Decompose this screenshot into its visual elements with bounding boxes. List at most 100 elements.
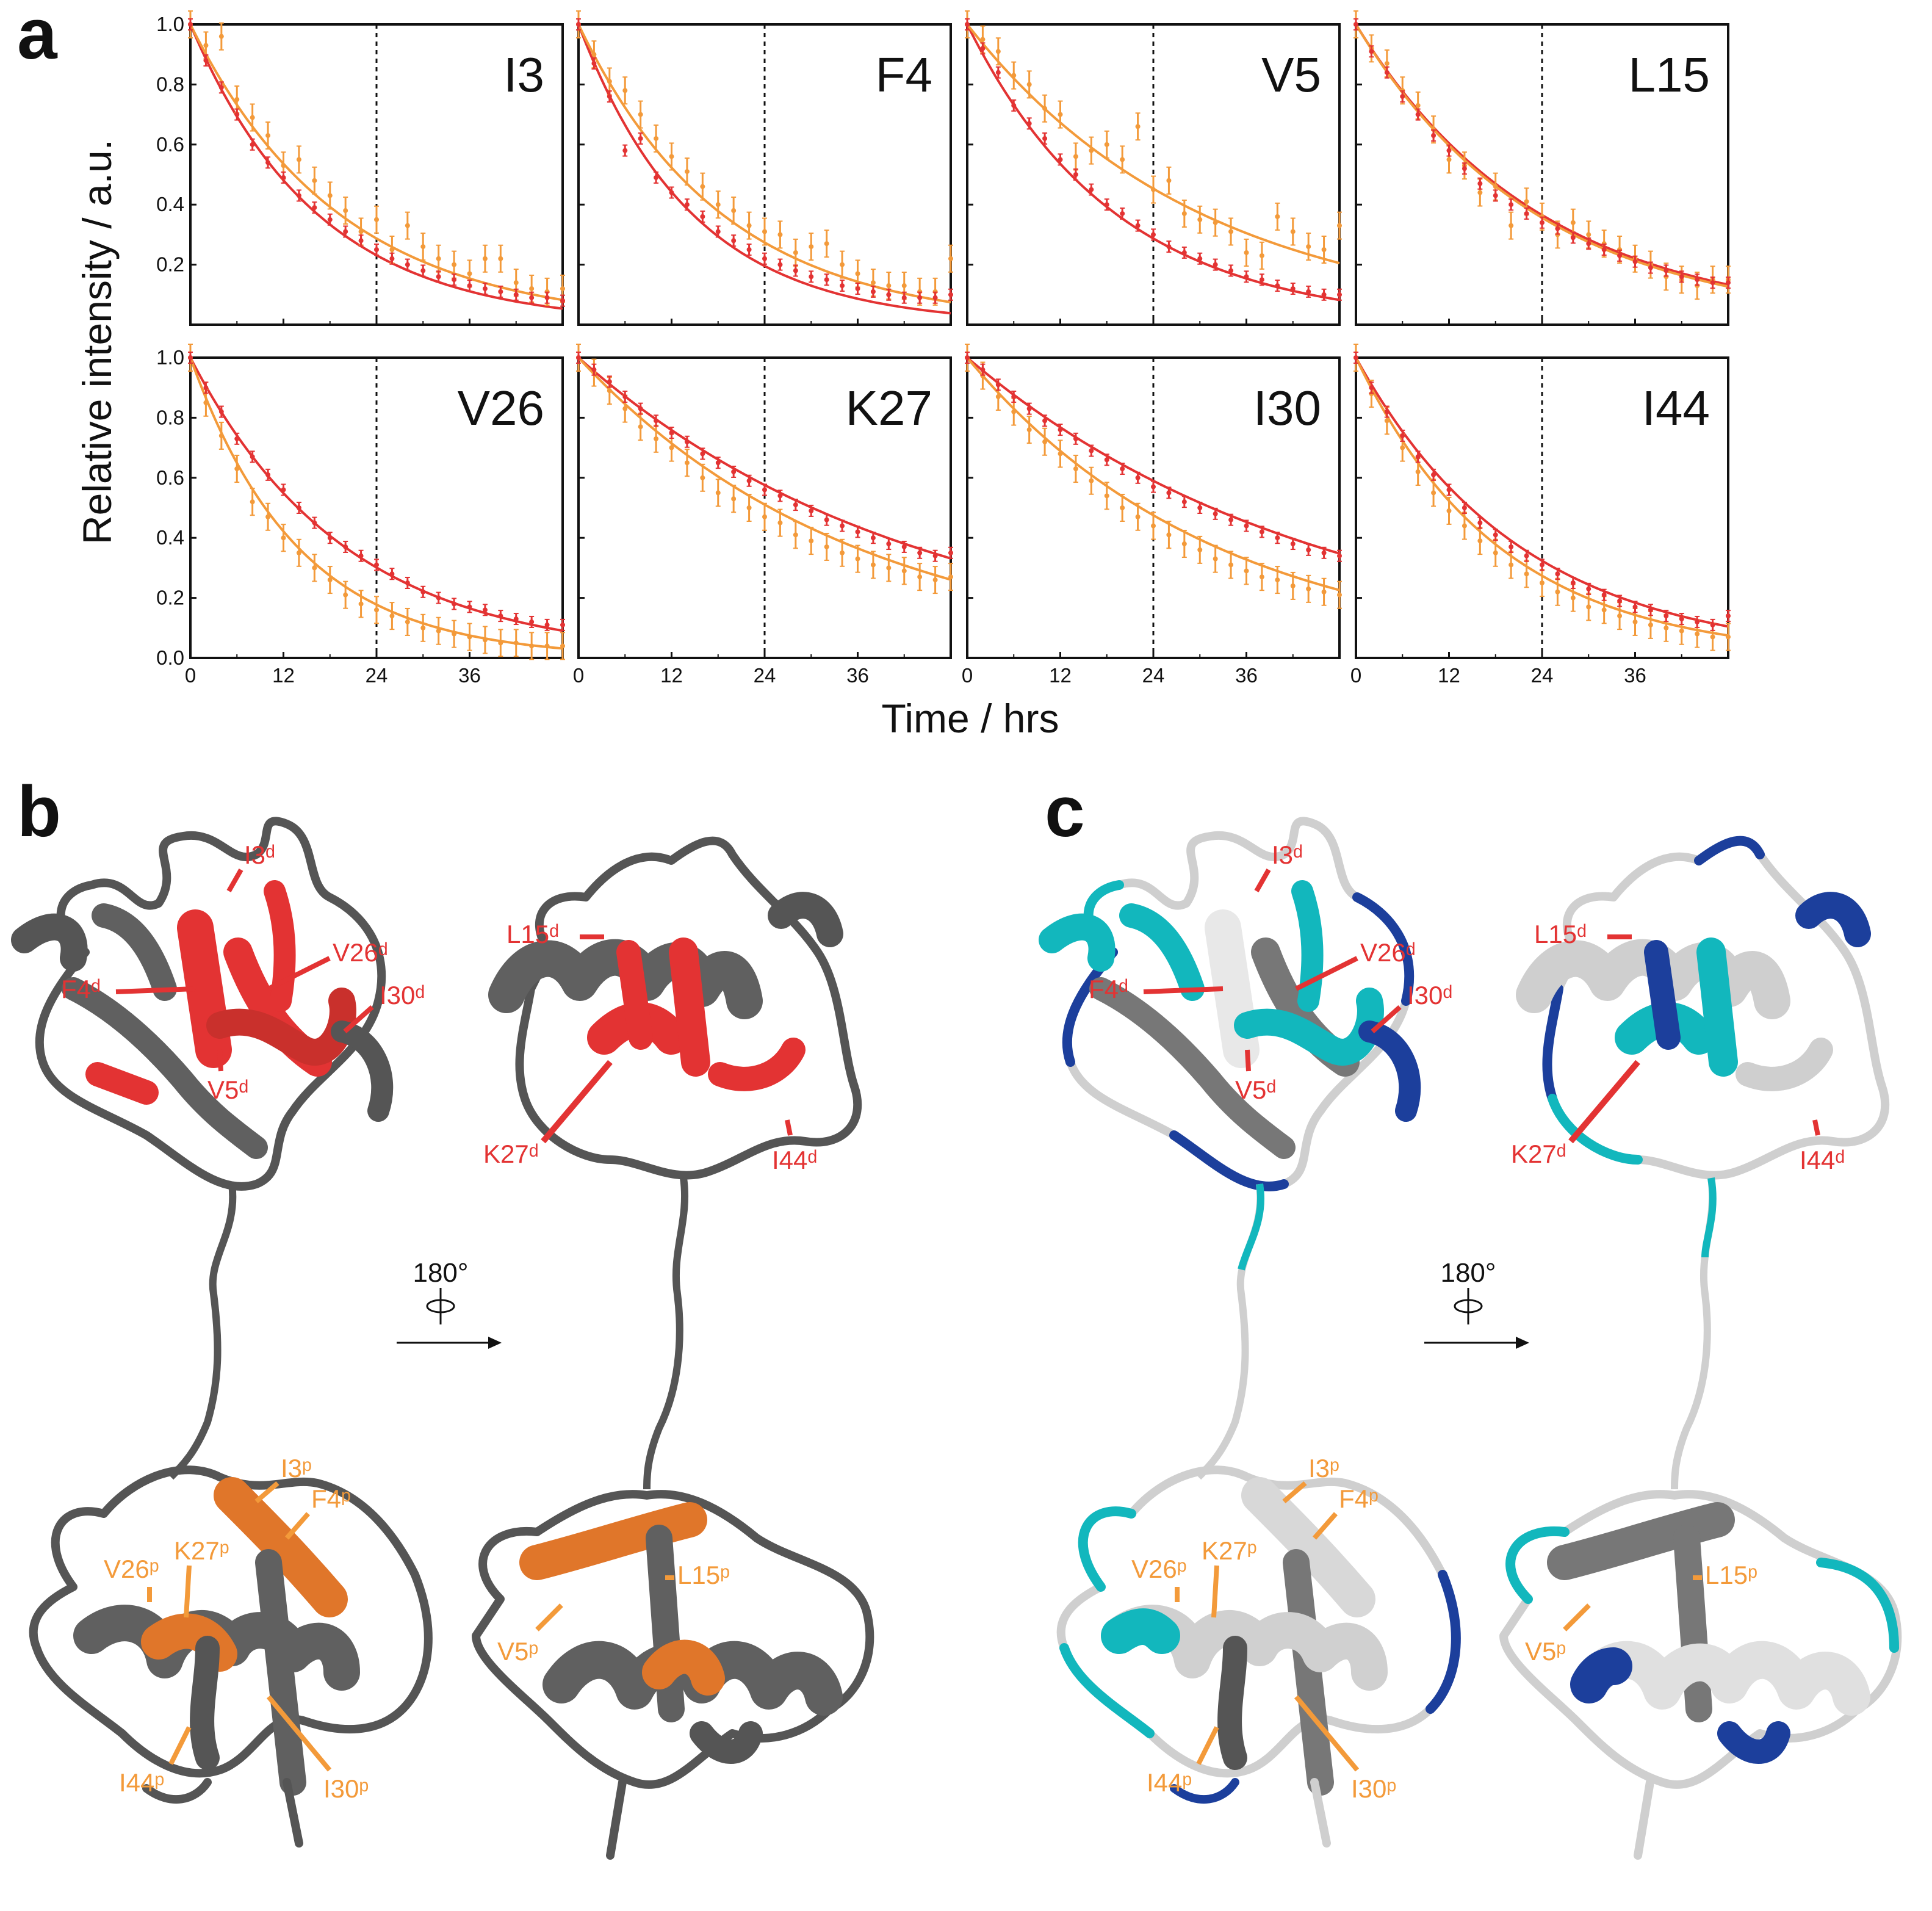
label-b-L15p: L15ᵖ <box>677 1561 730 1589</box>
data-point <box>498 285 503 298</box>
data-point <box>1181 530 1187 558</box>
data-point <box>218 81 224 94</box>
data-point <box>1726 610 1731 623</box>
data-point <box>374 244 379 256</box>
data-point <box>1446 144 1452 157</box>
data-point <box>1337 580 1342 609</box>
y-axis-title: Relative intensity / a.u. <box>74 139 120 544</box>
data-point <box>467 601 472 613</box>
data-point <box>1306 543 1311 556</box>
data-point <box>374 205 379 234</box>
panel-b-structures: 180° I3ᵈ V26ᵈ F4ᵈ I30ᵈ V5ᵈ L15ᵈ K27ᵈ I44… <box>11 817 874 1860</box>
data-point <box>1462 162 1467 175</box>
data-point <box>436 616 441 645</box>
data-point <box>1555 222 1560 235</box>
label-c-I3d: I3ᵈ <box>1272 840 1303 869</box>
data-point <box>312 554 317 582</box>
data-point <box>607 375 612 388</box>
panel-label-b: b <box>17 771 61 852</box>
data-point <box>1369 45 1374 58</box>
data-point <box>1259 563 1264 591</box>
data-point <box>1058 439 1063 468</box>
data-point <box>389 252 395 265</box>
data-point <box>1400 429 1405 442</box>
data-point <box>731 197 737 225</box>
x-tick-label: 12 <box>1049 664 1072 687</box>
data-point <box>1306 233 1311 261</box>
data-point <box>374 596 379 624</box>
data-point <box>482 282 488 295</box>
data-point <box>901 540 907 553</box>
data-point <box>420 585 426 598</box>
data-point <box>1104 453 1109 466</box>
data-point <box>1213 544 1218 573</box>
data-point <box>513 629 519 657</box>
structure-c-right-bottom <box>1499 1490 1902 1860</box>
data-point <box>777 508 783 537</box>
data-point <box>1477 177 1483 190</box>
data-point <box>1586 582 1591 595</box>
x-tick-label: 12 <box>1438 664 1460 687</box>
data-point <box>327 566 333 594</box>
data-point <box>1228 264 1234 277</box>
structure-c-right-top <box>1516 836 1890 1180</box>
labels-b-top: I3ᵈ V26ᵈ F4ᵈ I30ᵈ V5ᵈ L15ᵈ K27ᵈ I44ᵈ <box>61 840 817 1174</box>
panel-c-structures: 180° I3ᵈ V26ᵈ F4ᵈ I30ᵈ V5ᵈ L15ᵈ K27ᵈ I44… <box>1039 817 1902 1860</box>
data-point <box>995 66 1001 79</box>
data-point <box>793 238 798 267</box>
data-point <box>1726 276 1731 289</box>
data-point <box>917 563 923 591</box>
data-point <box>809 270 814 283</box>
data-point <box>855 544 860 573</box>
data-point <box>312 201 317 214</box>
data-point <box>544 291 550 304</box>
data-point <box>405 577 410 589</box>
data-point <box>405 258 410 271</box>
label-b-V5p: V5ᵖ <box>497 1637 538 1666</box>
data-point <box>1089 444 1094 457</box>
data-point <box>886 538 892 551</box>
data-point <box>1617 249 1623 262</box>
data-point <box>1244 270 1249 283</box>
arrow-icon-c <box>1516 1337 1529 1349</box>
data-point <box>824 273 829 286</box>
data-point <box>281 524 286 552</box>
data-point <box>1290 571 1296 600</box>
subplot-title: V5 <box>1261 48 1321 102</box>
data-point <box>1166 240 1172 253</box>
data-point <box>1601 244 1607 256</box>
data-point <box>917 291 923 304</box>
x-tick-label: 36 <box>1235 664 1258 687</box>
label-b-V26p: V26ᵖ <box>104 1555 159 1583</box>
data-point <box>870 551 876 579</box>
data-point <box>731 234 737 247</box>
data-point <box>965 18 970 31</box>
data-point <box>1290 282 1296 295</box>
data-point <box>1166 166 1172 195</box>
data-point <box>265 121 271 150</box>
data-point <box>358 234 364 247</box>
data-point <box>312 516 317 529</box>
data-point <box>1011 61 1017 90</box>
data-point <box>188 352 193 364</box>
data-point <box>482 604 488 616</box>
data-point <box>296 538 301 567</box>
data-point <box>1570 231 1576 244</box>
x-tick-label: 12 <box>272 664 295 687</box>
data-point <box>343 540 348 553</box>
data-point <box>700 210 705 223</box>
data-point <box>840 280 845 292</box>
data-point <box>809 233 814 261</box>
data-point <box>777 489 783 502</box>
data-point <box>218 22 224 51</box>
label-c-I44p: I44ᵖ <box>1147 1768 1192 1797</box>
x-tick-label: 36 <box>1624 664 1646 687</box>
x-tick-label: 24 <box>366 664 388 687</box>
data-point <box>746 244 752 256</box>
data-point <box>234 108 240 121</box>
data-point <box>1275 202 1280 231</box>
data-point <box>715 225 721 238</box>
data-point <box>296 145 301 174</box>
label-c-L15p: L15ᵖ <box>1705 1561 1757 1589</box>
data-point <box>793 521 798 549</box>
